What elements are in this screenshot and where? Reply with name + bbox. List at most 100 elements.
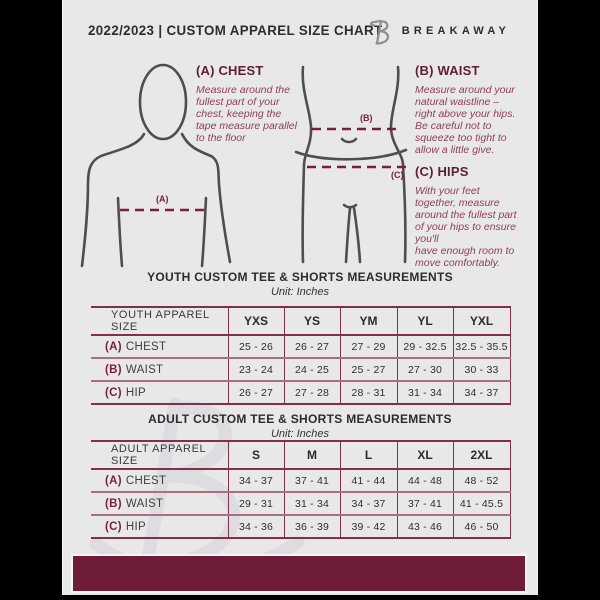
- waist-heading: (B) WAIST: [415, 63, 480, 78]
- left-armpit-line: [116, 196, 124, 268]
- row-name: CHEST: [125, 474, 167, 487]
- measurement-cell: 41 - 45.5: [452, 492, 511, 516]
- measurement-cell: 26 - 27: [227, 381, 284, 405]
- measurement-cell: 48 - 52: [452, 469, 511, 493]
- youth-label-header: YOUTH APPAREL SIZE: [91, 307, 228, 336]
- measurement-cell: 39 - 42: [339, 515, 397, 539]
- row-key: (A): [105, 340, 122, 353]
- waist-instructions: Measure around your natural waistline – …: [415, 84, 516, 156]
- youth-unit-label: Unit: Inches: [270, 286, 330, 298]
- measurement-cell: 46 - 50: [452, 515, 511, 539]
- table-row: (A) CHEST 34 - 37 37 - 41 41 - 44 44 - 48…: [91, 469, 511, 493]
- navel-mark: [340, 137, 358, 144]
- row-key: (C): [105, 520, 122, 533]
- head-outline: [138, 63, 188, 141]
- measurement-cell: 34 - 37: [452, 381, 511, 405]
- measurement-cell: 34 - 37: [339, 492, 397, 516]
- row-name: HIP: [125, 520, 146, 533]
- measurement-cell: 31 - 34: [283, 492, 340, 516]
- table-row: (B) WAIST 29 - 31 31 - 34 34 - 37 37 - 41…: [91, 492, 511, 516]
- waist-marker-label: (B): [360, 113, 373, 123]
- row-name: WAIST: [125, 363, 164, 376]
- left-body-outline: [301, 65, 313, 264]
- youth-header-row: YOUTH APPAREL SIZE YXS YS YM YL YXL: [91, 307, 511, 336]
- left-shoulder-arm: [80, 132, 146, 268]
- row-key: (B): [105, 497, 122, 510]
- footer-bar: [71, 554, 527, 593]
- adult-header-row: ADULT APPAREL SIZE S M L XL 2XL: [91, 441, 511, 470]
- size-header: YXS: [227, 307, 284, 336]
- row-key: (B): [105, 363, 122, 376]
- size-header: S: [227, 441, 284, 470]
- measurement-cell: 32.5 - 35.5: [452, 335, 511, 359]
- measurement-cell: 30 - 33: [452, 358, 511, 382]
- measurement-cell: 29 - 31: [227, 492, 284, 516]
- brand-name: BREAKAWAY: [401, 25, 510, 37]
- size-header: M: [283, 441, 340, 470]
- brand-logo-group: BREAKAWAY: [368, 16, 510, 46]
- measurement-cell: 23 - 24: [227, 358, 284, 382]
- right-body-outline: [389, 65, 407, 264]
- hip-band-curve: [294, 148, 408, 161]
- hips-instructions: With your feet together, measure around …: [415, 185, 517, 269]
- row-label-cell: (A) CHEST: [91, 469, 228, 493]
- measurement-cell: 24 - 25: [283, 358, 340, 382]
- torso-figure: [80, 63, 232, 268]
- hips-marker-label: (C): [391, 170, 404, 180]
- table-row: (C) HIP 26 - 27 27 - 28 28 - 31 31 - 34 3…: [91, 381, 511, 405]
- row-key: (C): [105, 386, 122, 399]
- row-label-cell: (C) HIP: [91, 381, 228, 405]
- row-name: CHEST: [125, 340, 167, 353]
- measurement-cell: 34 - 37: [227, 469, 284, 493]
- size-header: 2XL: [452, 441, 511, 470]
- row-label-cell: (B) WAIST: [91, 492, 228, 516]
- measurement-cell: 44 - 48: [396, 469, 453, 493]
- table-row: (B) WAIST 23 - 24 24 - 25 25 - 27 27 - 30…: [91, 358, 511, 382]
- left-inner-leg: [344, 206, 352, 264]
- measurement-cell: 29 - 32.5: [396, 335, 453, 359]
- adult-label-header: ADULT APPAREL SIZE: [91, 441, 228, 470]
- measurement-cell: 36 - 39: [283, 515, 340, 539]
- measurement-cell: 41 - 44: [339, 469, 397, 493]
- row-label-cell: (A) CHEST: [91, 335, 228, 359]
- breakaway-logo-icon: [369, 19, 389, 45]
- measurement-cell: 37 - 41: [396, 492, 453, 516]
- measurement-cell: 25 - 27: [339, 358, 397, 382]
- row-label-cell: (B) WAIST: [91, 358, 228, 382]
- adult-section-title: ADULT CUSTOM TEE & SHORTS MEASUREMENTS: [148, 412, 452, 426]
- hips-heading: (C) HIPS: [415, 164, 469, 179]
- youth-section-title: YOUTH CUSTOM TEE & SHORTS MEASUREMENTS: [147, 270, 453, 284]
- measurement-cell: 27 - 29: [339, 335, 397, 359]
- chest-heading: (A) CHEST: [196, 63, 264, 78]
- right-inner-leg: [352, 206, 362, 264]
- right-armpit-line: [200, 196, 208, 268]
- measurement-cell: 27 - 28: [283, 381, 340, 405]
- size-chart-flyer: 2022/2023 | CUSTOM APPAREL SIZE CHART BR…: [62, 0, 538, 595]
- adult-size-table: ADULT APPAREL SIZE S M L XL 2XL (A) CHEST…: [91, 440, 511, 539]
- size-header: YM: [339, 307, 397, 336]
- measurement-cell: 37 - 41: [283, 469, 340, 493]
- size-header: YXL: [452, 307, 511, 336]
- size-header: L: [339, 441, 397, 470]
- size-header: XL: [396, 441, 453, 470]
- measurement-cell: 28 - 31: [339, 381, 397, 405]
- size-header: YL: [396, 307, 453, 336]
- row-name: WAIST: [125, 497, 164, 510]
- table-row: (C) HIP 34 - 36 36 - 39 39 - 42 43 - 46 4…: [91, 515, 511, 539]
- chest-marker-label: (A): [156, 194, 169, 204]
- lower-body-figure: [294, 65, 408, 264]
- row-label-cell: (C) HIP: [91, 515, 228, 539]
- youth-size-table: YOUTH APPAREL SIZE YXS YS YM YL YXL (A) C…: [91, 306, 511, 405]
- size-header: YS: [283, 307, 340, 336]
- measurement-cell: 27 - 30: [396, 358, 453, 382]
- measurement-cell: 26 - 27: [283, 335, 340, 359]
- chest-instructions: Measure around the fullest part of your …: [196, 84, 297, 144]
- chart-title: 2022/2023 | CUSTOM APPAREL SIZE CHART: [88, 22, 383, 38]
- measurement-cell: 25 - 26: [227, 335, 284, 359]
- right-shoulder-arm: [180, 132, 232, 264]
- measurement-cell: 31 - 34: [396, 381, 453, 405]
- row-name: HIP: [125, 386, 146, 399]
- adult-unit-label: Unit: Inches: [270, 428, 330, 440]
- measurement-cell: 43 - 46: [396, 515, 453, 539]
